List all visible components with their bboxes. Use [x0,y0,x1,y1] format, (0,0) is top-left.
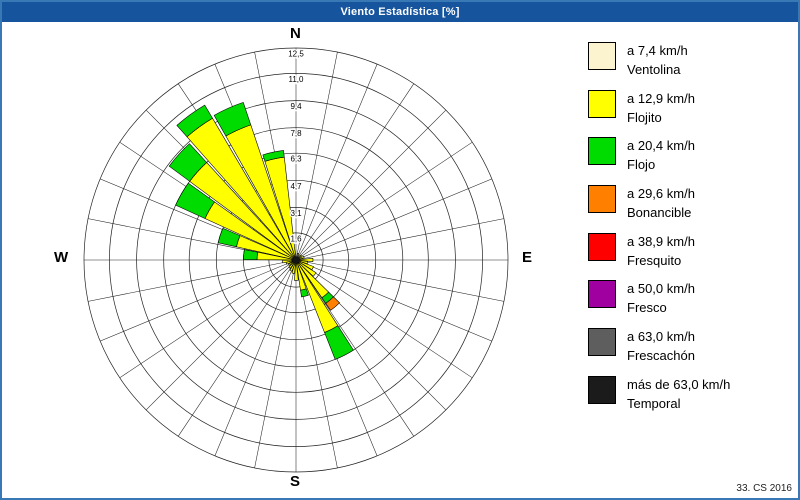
legend-speed-label: a 38,9 km/h [627,233,695,249]
legend-label-group: a 50,0 km/h Fresco [627,280,695,318]
legend-item: a 38,9 km/h Fresquito [588,232,730,271]
legend-speed-label: a 29,6 km/h [627,186,695,202]
wind-petal-segment [217,227,241,248]
wind-petal-segment [175,182,215,219]
legend-name-label: Bonancible [627,204,692,220]
legend-name-label: Flojo [627,157,656,173]
wind-petal-segment [300,288,309,298]
legend-swatch [588,328,616,357]
legend-name-label: Fresco [627,300,667,316]
legend-item: más de 63,0 km/h Temporal [588,375,730,414]
compass-east-label: E [522,249,533,266]
legend-item: a 50,0 km/h Fresco [588,280,730,318]
legend-swatch [588,89,616,118]
legend-speed-label: a 7,4 km/h [627,43,688,58]
legend-speed-label: a 50,0 km/h [627,281,695,297]
legend-swatch [588,280,616,309]
radial-axis-tick-label: 11,0 [289,75,305,84]
wind-petal-segment [168,143,208,182]
legend-item: a 7,4 km/h Ventolina [588,42,730,80]
radial-axis-tick-label: 3,1 [290,209,302,218]
radial-axis-labels: 1,6 3,1 4,7 6,3 7,8 9,4 11,0 12,5 [287,48,306,244]
wind-petal-segment [213,102,252,137]
center-calm-marker [292,256,300,264]
credit-text: 33. CS 2016 [736,483,792,494]
radial-axis-tick-label: 6,3 [290,155,302,164]
legend-name-label: Fresquito [627,252,682,268]
compass-north-label: N [290,25,301,42]
legend: a 7,4 km/h Ventolina a 12,9 km/h Flojito a 2… [588,42,730,414]
legend-label-group: a 20,4 km/h Flojo [627,137,695,175]
wind-petal-segment [262,150,285,162]
legend-swatch [588,137,616,166]
legend-item: a 20,4 km/h Flojo [588,137,730,175]
compass-south-label: S [290,473,301,490]
wind-rose-chart: 1,6 3,1 4,7 6,3 7,8 9,4 11,0 12,5 [83,47,509,473]
legend-speed-label: a 12,9 km/h [627,90,695,106]
legend-label-group: a 38,9 km/h Fresquito [627,233,695,271]
legend-swatch [588,375,616,404]
legend-item: a 12,9 km/h Flojito [588,89,730,128]
wind-petal-segment [325,296,340,311]
legend-label-group: a 7,4 km/h Ventolina [627,42,688,80]
chart-area: 1,6 3,1 4,7 6,3 7,8 9,4 11,0 12,5 N E S W a 7,4… [2,22,798,496]
legend-speed-label: a 63,0 km/h [627,329,695,345]
legend-swatch [588,42,616,70]
legend-item: a 63,0 km/h Frescachón [588,328,730,366]
wind-petal-segment [243,249,259,260]
radial-axis-tick-label: 9,4 [290,102,302,111]
legend-label-group: a 12,9 km/h Flojito [627,90,695,128]
wind-petal-segment [176,104,213,138]
radial-axis-tick-label: 4,7 [290,182,302,191]
radial-axis-tick-label: 12,5 [288,50,304,59]
window-titlebar[interactable]: Viento Estadística [%] [2,2,798,22]
legend-item: a 29,6 km/h Bonancible [588,185,730,223]
legend-name-label: Flojito [627,109,662,125]
radial-axis-tick-label: 7,8 [290,129,302,138]
window-title: Viento Estadística [%] [340,6,460,18]
legend-label-group: a 63,0 km/h Frescachón [627,328,695,366]
legend-name-label: Frescachón [627,347,695,363]
legend-speed-label: a 20,4 km/h [627,138,695,154]
legend-swatch [588,185,616,214]
wind-petal-segment [324,325,354,360]
radial-axis-tick-label: 1,6 [290,234,302,243]
wind-petals [168,102,354,360]
compass-west-label: W [54,249,69,266]
legend-speed-label: más de 63,0 km/h [627,376,731,392]
legend-label-group: más de 63,0 km/h Temporal [627,376,730,414]
legend-name-label: Temporal [627,395,681,411]
legend-label-group: a 29,6 km/h Bonancible [627,185,695,223]
legend-swatch [588,232,616,261]
legend-name-label: Ventolina [627,61,681,77]
